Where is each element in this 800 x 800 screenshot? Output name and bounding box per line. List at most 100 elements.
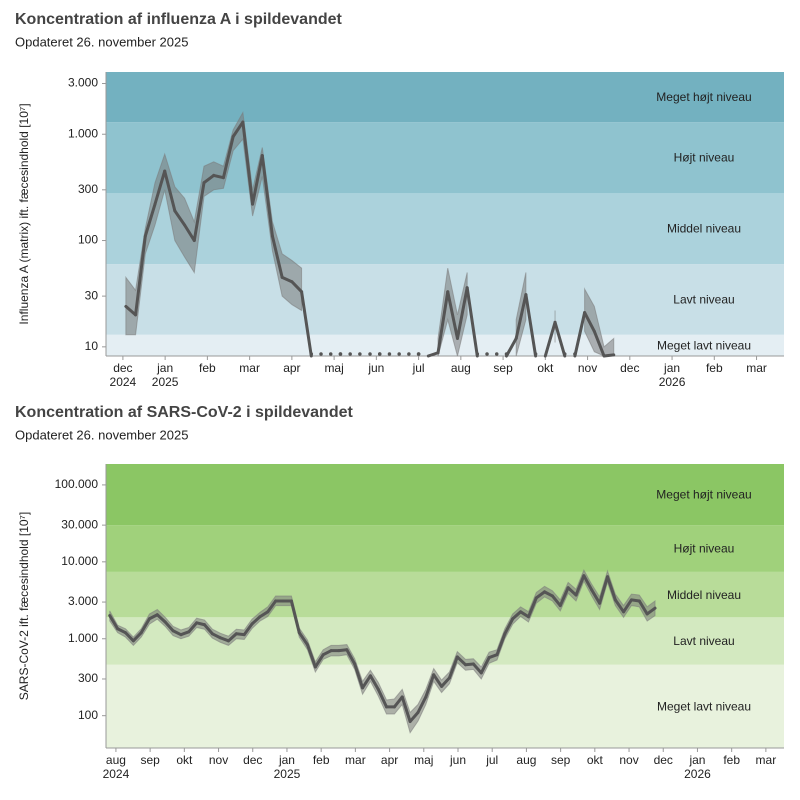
line-segment [290, 280, 304, 294]
band-label: Middel niveau [667, 222, 741, 236]
x-tick-label: jun [449, 753, 466, 767]
x-tick-label: feb [723, 753, 740, 767]
line-segment [645, 606, 657, 616]
line-segment [212, 173, 225, 180]
line-segment [553, 320, 567, 358]
line-segment [163, 169, 177, 213]
line-segment [139, 617, 151, 635]
x-tick-label: apr [283, 361, 300, 375]
line-segment [376, 687, 389, 709]
x-tick-label: jan [278, 753, 295, 767]
x-tick-label: jun [367, 361, 384, 375]
x-tick-label: feb [706, 361, 723, 375]
line-segment [550, 594, 562, 608]
line-segment [173, 209, 187, 227]
x-tick-label: feb [199, 361, 216, 375]
line-segment [300, 290, 313, 358]
x-tick-label: okt [176, 753, 193, 767]
line-segment [416, 695, 428, 714]
line-segment [241, 120, 255, 206]
plot-area [124, 110, 616, 358]
band-label: Lavt niveau [673, 634, 734, 648]
line-segment [558, 586, 570, 608]
band-label: Meget lavt niveau [657, 339, 751, 353]
x-tick-label: dec [654, 753, 673, 767]
line-segment [280, 275, 294, 284]
line-segment [613, 598, 626, 614]
x-tick-label: sep [551, 753, 571, 767]
line-segment [455, 286, 469, 340]
line-segment [313, 653, 325, 669]
x-tick-sublabel: 2024 [103, 767, 130, 781]
band-label: Lavt niveau [673, 293, 734, 307]
x-tick-label: maj [414, 753, 433, 767]
x-tick-label: nov [209, 753, 228, 767]
threshold-band [106, 525, 784, 572]
line-segment [202, 173, 216, 185]
x-tick-label: okt [587, 753, 604, 767]
line-segment [503, 617, 515, 636]
confidence-band [584, 287, 615, 357]
line-segment [446, 290, 459, 340]
chart: Koncentration af SARS-CoV-2 i spildevand… [15, 404, 784, 781]
threshold-band [106, 334, 784, 356]
x-tick-label: jul [412, 361, 425, 375]
line-segment [447, 655, 459, 680]
line-segment [258, 610, 270, 619]
line-segment [602, 353, 616, 358]
x-tick-sublabel: 2025 [274, 767, 301, 781]
x-tick-label: aug [516, 753, 536, 767]
line-segment [368, 674, 380, 691]
line-segment [583, 311, 596, 333]
line-segment [123, 631, 135, 643]
line-segment [471, 662, 483, 675]
line-segment [361, 674, 372, 690]
y-tick-label: 100 [78, 708, 98, 722]
x-tick-label: jul [485, 753, 498, 767]
line-segment [270, 234, 284, 279]
band-label: Meget højt niveau [656, 90, 751, 104]
line-segment [305, 643, 317, 669]
x-tick-label: nov [619, 753, 638, 767]
chart: Koncentration af influenza A i spildevan… [15, 11, 784, 389]
line-segment [465, 286, 479, 358]
line-segment [543, 320, 557, 358]
line-segment [637, 599, 649, 616]
line-segment [163, 620, 175, 633]
line-segment [226, 632, 238, 643]
x-tick-label: mar [239, 361, 260, 375]
line-segment [131, 631, 143, 643]
y-tick-label: 100.000 [55, 477, 99, 491]
y-axis-label: SARS-CoV-2 ift. fæcesindhold [10⁷] [17, 512, 31, 700]
line-segment [297, 631, 309, 647]
chart-title: Koncentration af SARS-CoV-2 i spildevand… [15, 404, 354, 421]
line-segment [514, 293, 528, 340]
chart-subtitle: Opdateret 26. november 2025 [15, 427, 188, 442]
line-segment [566, 586, 578, 597]
y-tick-label: 10 [85, 339, 99, 353]
x-tick-sublabel: 2026 [684, 767, 711, 781]
line-segment [187, 621, 199, 634]
threshold-band [106, 571, 784, 618]
x-tick-sublabel: 2025 [152, 375, 179, 389]
x-tick-sublabel: 2026 [659, 375, 686, 389]
chart-subtitle: Opdateret 26. november 2025 [15, 34, 188, 49]
line-segment [266, 599, 278, 614]
y-tick-label: 3.000 [68, 594, 98, 608]
band-label: Middel niveau [667, 588, 741, 602]
x-tick-label: dec [113, 361, 132, 375]
line-segment [353, 662, 365, 690]
line-segment [511, 610, 523, 621]
y-tick-label: 30.000 [61, 517, 98, 531]
band-label: Meget højt niveau [656, 488, 751, 502]
y-tick-label: 3.000 [68, 76, 98, 90]
threshold-band [106, 193, 784, 265]
x-tick-label: feb [313, 753, 330, 767]
line-segment [590, 588, 602, 605]
line-segment [251, 154, 264, 206]
y-tick-label: 1.000 [68, 631, 98, 645]
x-tick-label: jan [688, 753, 705, 767]
x-tick-label: jan [663, 361, 680, 375]
line-segment [574, 574, 586, 597]
